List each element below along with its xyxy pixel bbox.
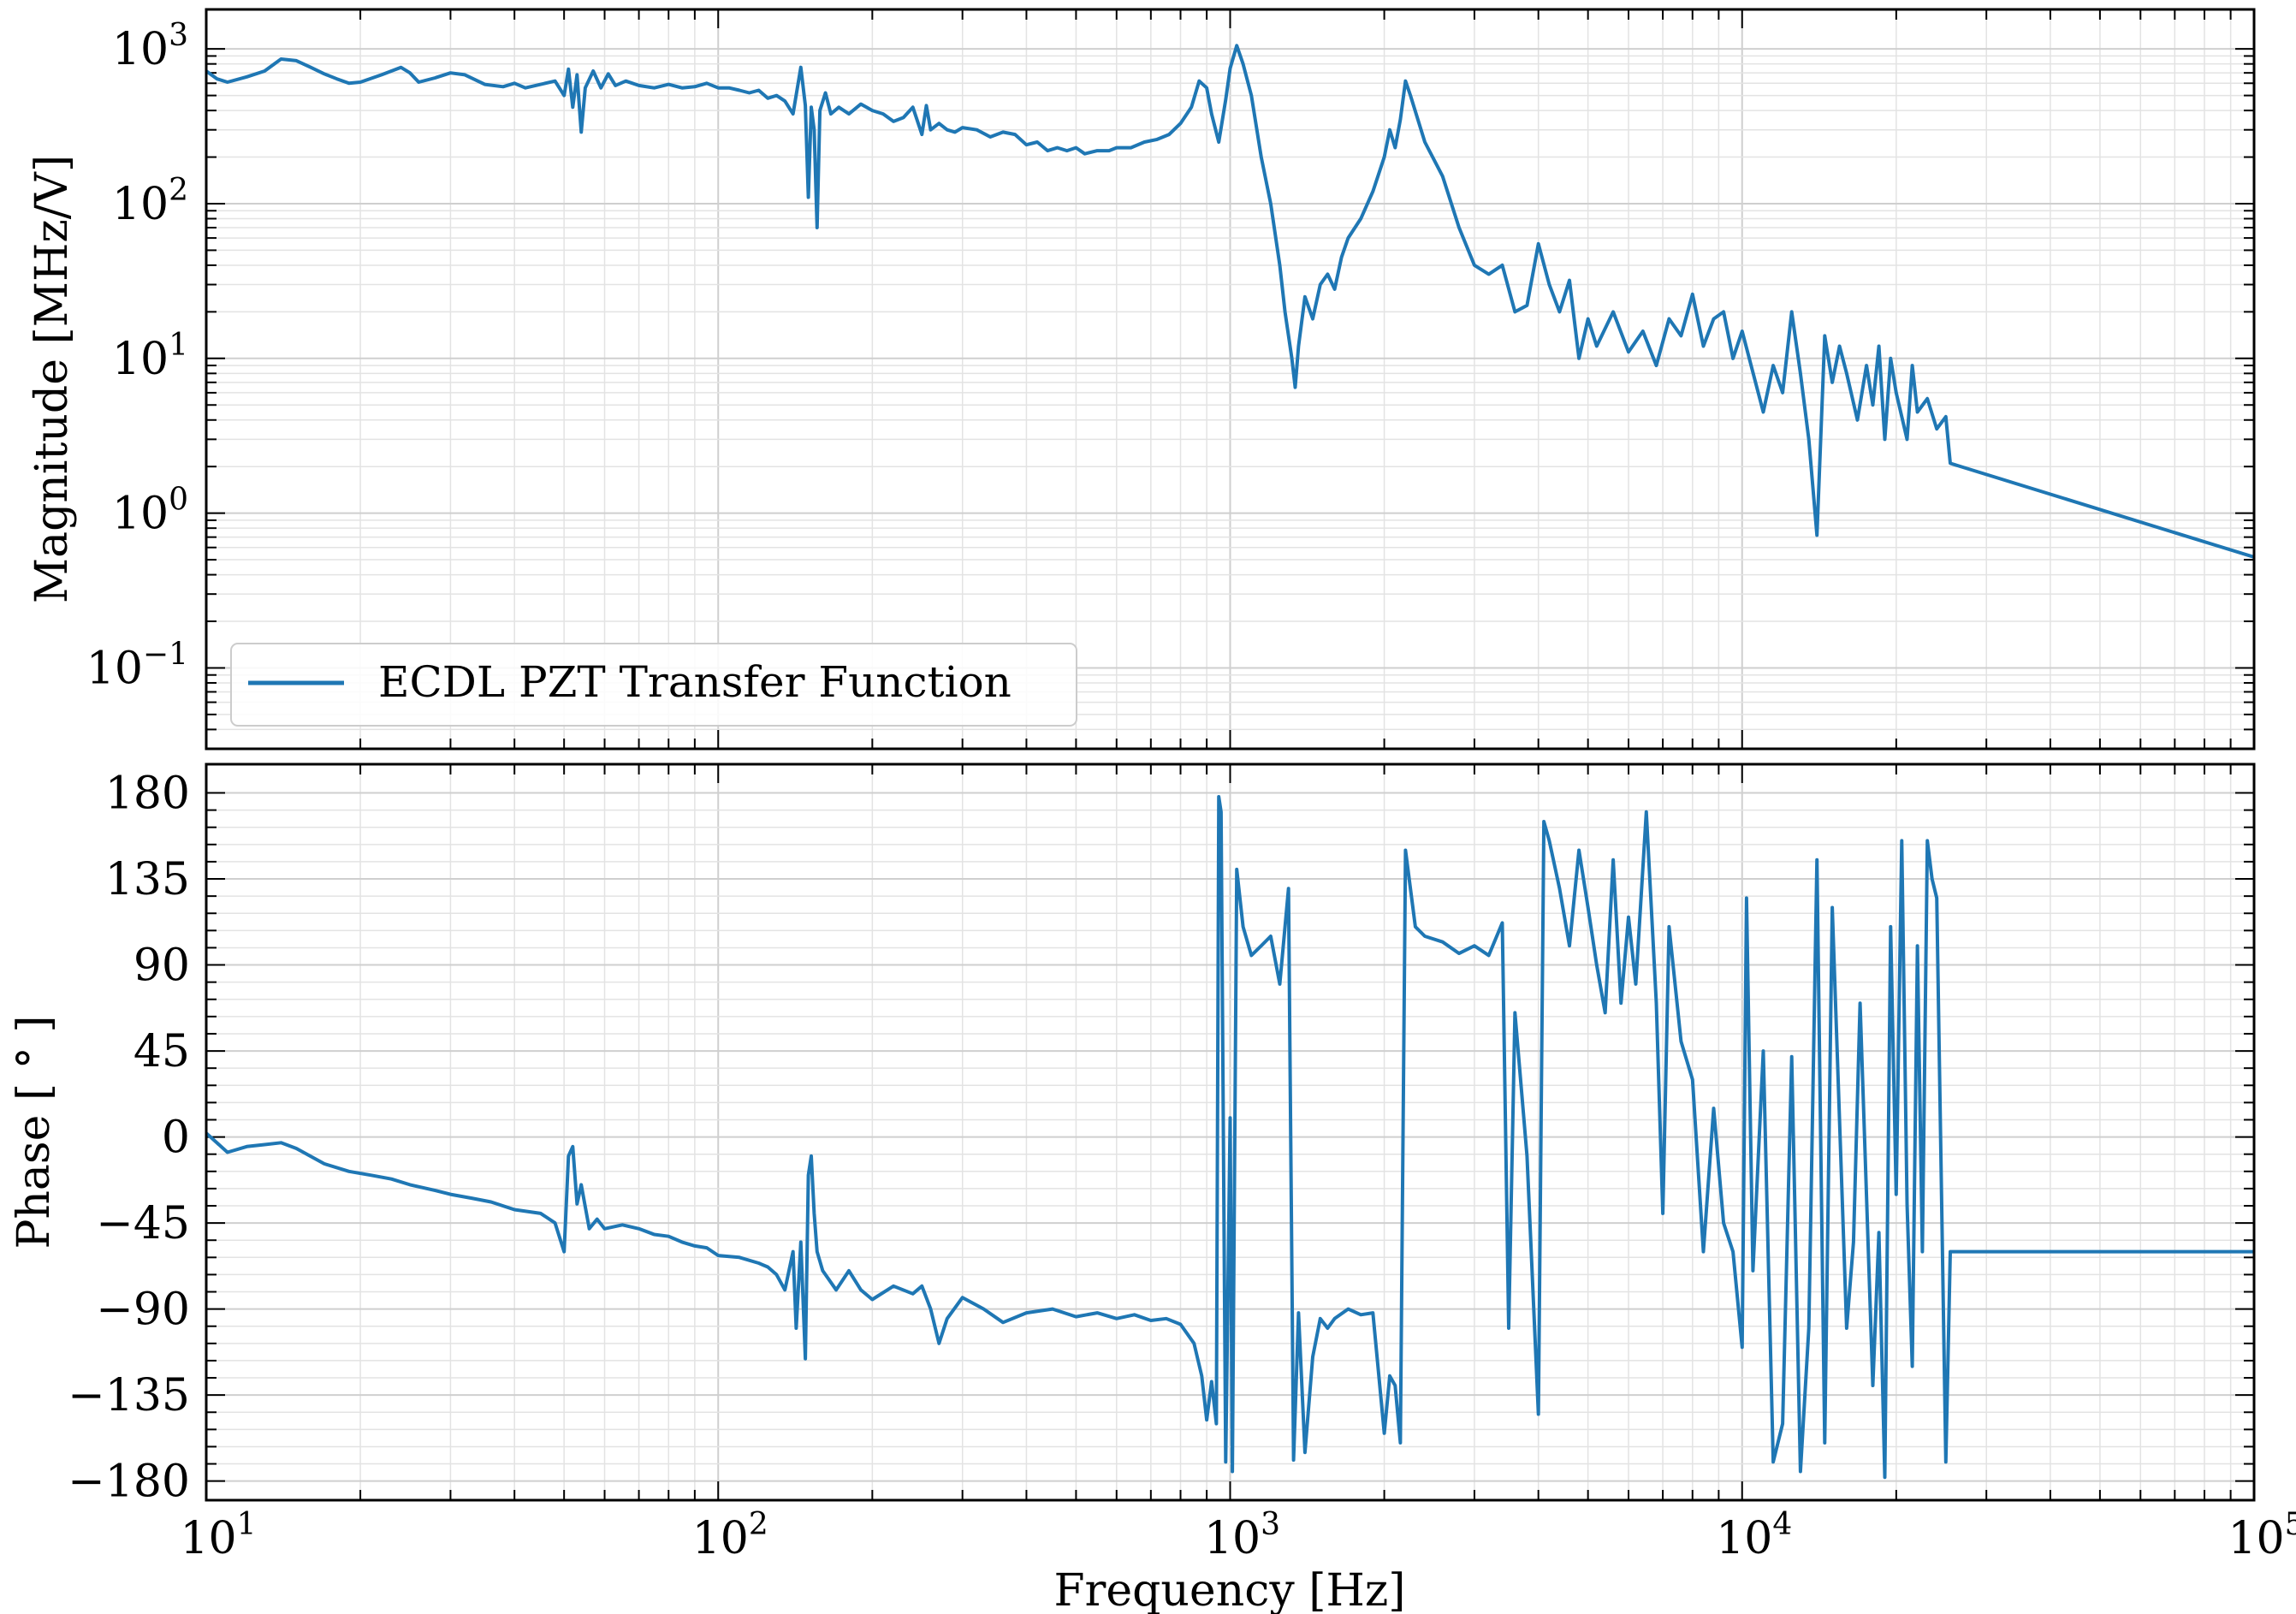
magnitude-grid [205, 9, 2254, 750]
phase-ticks [205, 764, 2254, 1500]
magnitude-ytick-label: 100 [112, 483, 188, 540]
frequency-xtick-label: 103 [1204, 1507, 1280, 1564]
frequency-xtick-label: 104 [1716, 1507, 1792, 1564]
magnitude-ylabel: Magnitude [MHz/V] [27, 155, 78, 603]
magnitude-ticks [205, 9, 2254, 750]
magnitude-ytick-label: 101 [112, 328, 188, 385]
magnitude-ytick-label: 10−1 [86, 637, 188, 694]
legend-box [230, 643, 1077, 727]
phase-ytick-label: −135 [68, 1370, 190, 1421]
phase-ytick-label: 180 [105, 768, 190, 820]
phase-ytick-label: 135 [105, 854, 190, 905]
frequency-xtick-label: 101 [180, 1507, 256, 1564]
phase-ylabel: Phase [ ° ] [9, 1015, 60, 1249]
legend-label: ECDL PZT Transfer Function [378, 657, 1012, 707]
frequency-xlabel: Frequency [Hz] [1053, 1565, 1405, 1614]
phase-ytick-label: 0 [162, 1113, 190, 1164]
frequency-xtick-label: 102 [692, 1507, 768, 1564]
phase-ytick-labels: 180 135 90 45 0 −45 −90 −135 −180 [68, 768, 190, 1508]
magnitude-ytick-label: 102 [112, 173, 188, 230]
legend: ECDL PZT Transfer Function [230, 643, 1077, 727]
magnitude-ytick-labels: 103 102 101 100 10−1 [86, 18, 188, 694]
magnitude-axes-frame [205, 8, 2256, 751]
phase-ytick-label: −180 [68, 1457, 190, 1508]
magnitude-series-line [206, 44, 2254, 559]
phase-ytick-label: −45 [96, 1198, 190, 1249]
phase-ytick-label: 90 [133, 941, 190, 992]
phase-grid [205, 764, 2254, 1500]
phase-ytick-label: 45 [133, 1026, 190, 1077]
frequency-xtick-labels: 101 102 103 104 105 [180, 1507, 2296, 1564]
magnitude-ytick-label: 103 [112, 18, 188, 75]
phase-axes-frame [205, 762, 2256, 1502]
phase-series-line [206, 795, 2254, 1480]
phase-ytick-label: −90 [96, 1285, 190, 1336]
frequency-xtick-label: 105 [2228, 1507, 2296, 1564]
